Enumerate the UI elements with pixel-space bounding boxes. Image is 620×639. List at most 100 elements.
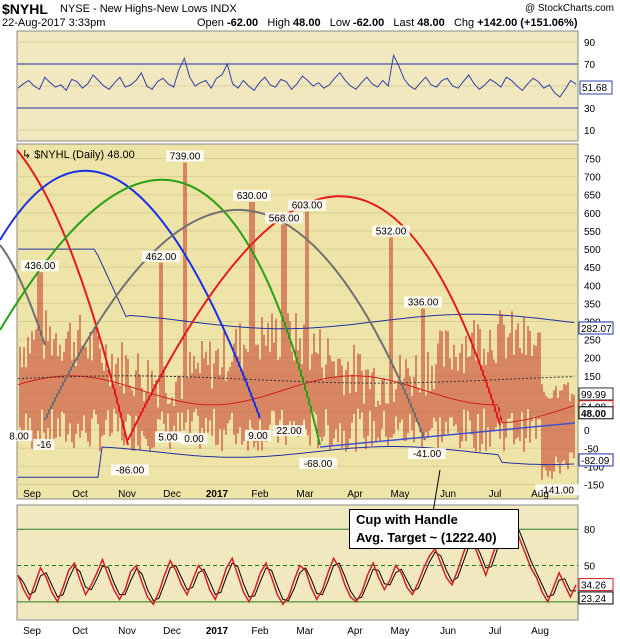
x-axis-label-osc: Oct (72, 626, 88, 637)
osc-last-box (578, 591, 614, 605)
annotation-bg (273, 425, 305, 437)
x-axis-label: Mar (296, 489, 314, 500)
right-label-box (578, 321, 614, 335)
x-axis-label-osc: Mar (296, 626, 314, 637)
x-axis-label: Aug (531, 489, 549, 500)
x-axis-label-osc: Dec (163, 626, 181, 637)
annotation-label: -16 (37, 440, 52, 451)
band-upper (18, 248, 575, 330)
x-axis-label-osc: Apr (347, 626, 363, 637)
annotation-bg (288, 199, 326, 211)
annotation-label: 630.00 (237, 191, 268, 202)
main-tick-label: 650 (584, 191, 601, 202)
x-axis-label: Nov (118, 489, 136, 500)
rsi-panel: 1030507090 51.68 (16, 30, 613, 142)
rsi-tick-label: 30 (584, 104, 596, 115)
arc-gray (44, 209, 426, 441)
x-axis-label-osc: Sep (23, 626, 41, 637)
callout-box: Cup with Handle Avg. Target ~ (1222.40) (349, 509, 519, 549)
main-tick-label: -50 (584, 444, 599, 455)
last-value: 48.00 (417, 17, 445, 29)
main-tick-label: 250 (584, 336, 601, 347)
x-axis-label: Apr (347, 489, 363, 500)
main-tick-label: -150 (584, 481, 604, 492)
main-tick-label: 0 (584, 426, 590, 437)
annotation-bg (142, 250, 180, 262)
high-value: 48.00 (293, 17, 321, 29)
rsi-last-box (579, 80, 613, 95)
x-axis-label-osc: Jun (440, 626, 456, 637)
annotation-label: 462.00 (146, 252, 177, 263)
annotation-label: 436.00 (25, 261, 56, 272)
annotation-bg (180, 433, 208, 445)
annotation-label: 0.00 (184, 434, 204, 445)
annotation-label: 603.00 (292, 201, 323, 212)
osc-last-value: 34.26 (581, 581, 606, 592)
low-value: -62.00 (353, 17, 385, 29)
main-tick-label: 550 (584, 227, 601, 238)
datetime: 22-Aug-2017 3:33pm (2, 17, 106, 29)
annotation-label: 8.00 (9, 431, 29, 442)
x-axis-label-osc: Jul (489, 626, 502, 637)
main-tick-label: 750 (584, 154, 601, 165)
last-label: Last (393, 17, 415, 29)
trendline (319, 422, 576, 448)
x-axis-label: May (391, 489, 410, 500)
symbol-description: NYSE - New Highs-New Lows INDX (60, 3, 237, 15)
right-label: 99.99 (581, 390, 606, 401)
high-label: High (267, 17, 290, 29)
x-labels-main: Sep Oct Nov Dec 2017 Feb Mar Apr May Jun Jul Aug (23, 489, 549, 500)
osc-tick-label: 80 (584, 525, 596, 536)
annotation-label: -141.00 (540, 485, 574, 496)
x-axis-label: Dec (163, 489, 181, 500)
annotation-bg (233, 189, 271, 201)
x-axis-label: Sep (23, 489, 41, 500)
right-label: 48.00 (581, 409, 606, 420)
annotation-bg (154, 431, 182, 443)
annotation-bg (372, 225, 410, 237)
rsi-tick-label: 90 (584, 38, 596, 49)
copyright: @ StockCharts.com (524, 3, 614, 14)
x-axis-label: 2017 (206, 489, 229, 500)
x-axis-label-osc: May (391, 626, 410, 637)
x-axis-label-osc: 2017 (206, 626, 229, 637)
main-tick-label: 600 (584, 209, 601, 220)
ma-red (17, 375, 575, 424)
annotation-label: 532.00 (376, 226, 407, 237)
main-tick-label: 350 (584, 299, 601, 310)
right-label-box (578, 387, 614, 401)
arc-green (0, 178, 321, 446)
rsi-line (17, 53, 577, 98)
annotation-bg (166, 150, 204, 162)
low-label: Low (329, 17, 350, 29)
x-labels-osc: Sep Oct Nov Dec 2017 Feb Mar Apr May Jun Jul Aug (23, 626, 549, 637)
x-axis-label-osc: Nov (118, 626, 136, 637)
annotation-bg (21, 260, 59, 272)
x-axis-label: Jun (440, 489, 456, 500)
annotation-bg (535, 484, 579, 496)
main-tick-label: 150 (584, 372, 601, 383)
annotation-label: -86.00 (116, 465, 145, 476)
main-tick-label: -100 (584, 462, 604, 473)
right-label: 282.07 (581, 324, 612, 335)
annotation-bg (244, 429, 272, 441)
ohlc-readout: Open -62.00 High 48.00 Low -62.00 Last 4… (197, 17, 578, 29)
annotation-label: 5.00 (158, 432, 178, 443)
rsi-tick-label: 70 (584, 60, 596, 71)
arc-red (127, 195, 501, 441)
arc-gray-left (0, 244, 46, 346)
main-panel: -150-100-5005010015020025030035040045050… (0, 143, 614, 500)
annotation-bg (111, 464, 149, 476)
annotation-label: 568.00 (269, 213, 300, 224)
osc-last-box (578, 578, 614, 592)
x-axis-label: Oct (72, 489, 88, 500)
annotation-bg (265, 212, 303, 224)
annotation-label: -68.00 (304, 459, 333, 470)
right-label-box (578, 453, 614, 467)
chart-header: $NYHL NYSE - New Highs-New Lows INDX @ S… (0, 0, 620, 30)
symbol-title: $NYHL (2, 1, 48, 17)
annotation-label: 739.00 (170, 151, 201, 162)
osc-last-values: 34.26 23.24 (578, 578, 614, 605)
